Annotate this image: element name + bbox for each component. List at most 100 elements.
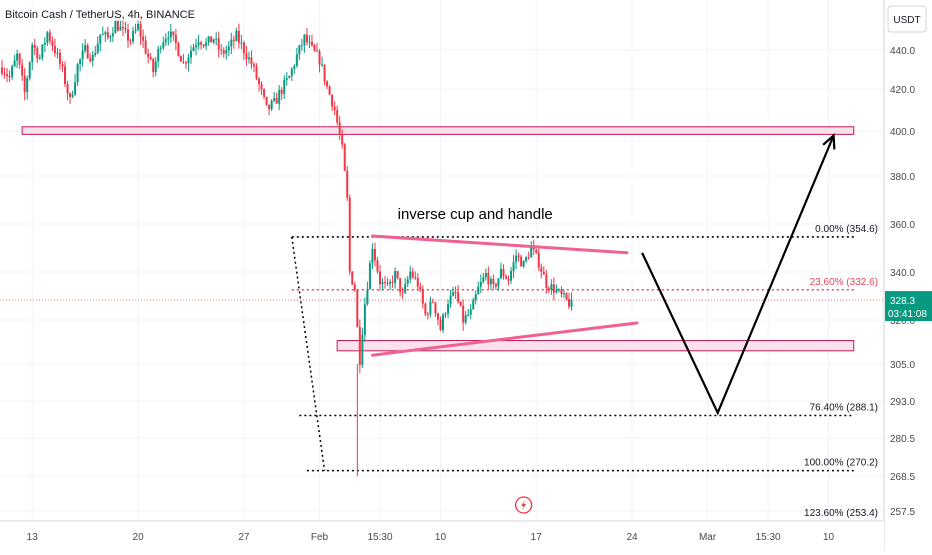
candle-body [303,34,306,46]
candle-body [247,57,250,60]
candle-body [502,268,505,277]
candle-body [205,42,208,47]
candle-body [361,334,364,365]
y-tick-label: 380.0 [890,172,915,183]
candle-body [477,286,480,295]
candle-body [379,271,381,285]
candle-body [416,277,419,287]
candle-body [48,32,51,41]
candle-body [512,261,515,272]
current-price-tag [885,291,932,322]
candle-body [479,281,482,287]
candle-body [305,34,308,43]
candle-body [71,94,74,97]
candle-body [58,52,61,65]
candle-body [522,261,525,267]
candle-body [520,256,523,267]
candle-body [275,98,278,104]
candle-body [94,53,97,55]
drawings[interactable]: inverse cup and handle [370,133,836,514]
candle-body [323,64,326,82]
fib-level-label: 23.60% (332.6) [810,277,878,288]
projection-path[interactable] [641,135,835,416]
candle-body [104,32,107,35]
zones[interactable] [21,126,855,352]
candle-body [401,292,404,294]
candle-body [283,79,286,94]
countdown-label: 03:41:08 [888,309,927,320]
x-tick-label: 17 [531,532,543,543]
candle-body [21,64,24,76]
candle-body [124,27,127,30]
candle-body [293,65,296,69]
candle-body [147,53,150,58]
candle-body [207,36,210,43]
candle-body [260,84,263,90]
candle-body [114,20,117,34]
candle-body [346,170,349,198]
candle-body [494,284,497,287]
candle-body [530,246,533,258]
candle-body [1,67,3,74]
candle-body [366,289,369,305]
x-tick-label: 15:30 [367,532,392,543]
triangle-lower-line[interactable] [370,321,639,357]
chart-title: Bitcoin Cash / TetherUS, 4h, BINANCE [3,9,197,21]
candle-body [391,281,394,283]
candle-body [489,278,492,285]
candle-body [215,38,218,40]
candle-body [409,271,412,280]
candle-body [84,45,87,51]
x-tick-label: 13 [27,532,39,543]
candle-body [6,74,9,77]
candle-body [127,29,129,41]
candle-body [220,49,223,51]
candle-body [61,64,64,67]
candle-body [381,282,384,285]
candle-body [121,27,124,29]
resistance-zone[interactable] [21,126,855,135]
candle-body [384,282,387,284]
candle-body [69,93,72,97]
candle-body [192,47,195,51]
candle-body [74,82,77,95]
x-tick-label: Mar [699,532,717,543]
fib-level-label: 123.60% (253.4) [804,508,878,519]
x-tick-label: 27 [238,532,250,543]
annotation-label: inverse cup and handle [398,206,553,223]
support-zone[interactable] [336,340,855,352]
candle-body [429,301,432,315]
candle-body [336,110,339,123]
candle-body [129,40,132,42]
candle-body [343,144,346,171]
candle-body [363,304,366,335]
candle-body [447,304,450,314]
fibonacci-retracement[interactable]: 0.00% (354.6) 23.60% (332.6) 76.40% (288.1… [291,224,878,519]
candle-body [172,31,175,35]
fib-trend-line [291,236,326,471]
candle-body [227,46,230,51]
candle-body [464,315,467,323]
candle-body [487,272,490,285]
candle-body [449,295,452,305]
candle-body [457,292,460,302]
fib-level-label: 0.00% (354.6) [815,224,878,235]
candle-body [560,289,563,294]
triangle-upper-line[interactable] [370,234,629,255]
candle-body [240,42,243,44]
candle-body [452,292,455,296]
candle-body [300,45,303,47]
x-tick-label: 24 [626,532,638,543]
candle-body [101,34,104,36]
candle-body [368,263,371,290]
y-tick-label: 440.0 [890,46,915,57]
candle-body [162,42,165,48]
currency-badge [887,5,927,33]
x-tick-label: 10 [435,532,447,543]
candle-body [26,78,29,93]
y-tick-label: 360.0 [890,220,915,231]
candle-body [371,249,374,264]
